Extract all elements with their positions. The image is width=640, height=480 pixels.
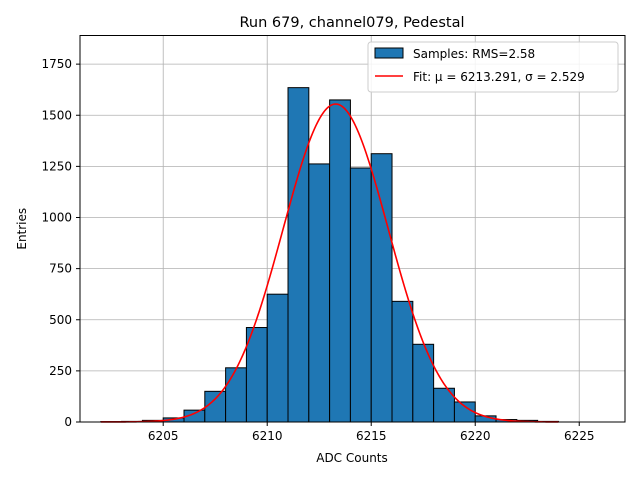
histogram-bar [349, 167, 372, 423]
histogram-bar [287, 87, 310, 423]
y-tick-label: 500 [49, 313, 72, 327]
y-tick-label: 1750 [41, 57, 72, 71]
y-tick-label: 1000 [41, 211, 72, 225]
legend-histogram-label: Samples: RMS=2.58 [413, 47, 535, 61]
y-axis-label: Entries [15, 208, 29, 250]
histogram-bar [391, 300, 414, 423]
y-tick-label: 0 [64, 415, 72, 429]
legend-histogram-swatch [374, 47, 404, 59]
y-tick-label: 1500 [41, 108, 72, 122]
plot-frame [79, 35, 626, 423]
y-tick-label: 250 [49, 364, 72, 378]
chart-title: Run 679, channel079, Pedestal [239, 15, 464, 31]
x-tick-label: 6220 [460, 429, 491, 443]
histogram-bar [245, 327, 268, 423]
histogram-bars [100, 87, 559, 423]
histogram-bar [204, 390, 227, 423]
y-axis-ticks: 0 250 500 750 1000 1250 1500 1750 [41, 57, 80, 429]
x-tick-label: 6215 [356, 429, 387, 443]
x-axis-ticks: 6205 6210 6215 6220 6225 [148, 422, 595, 443]
histogram-bar [266, 293, 289, 423]
y-tick-label: 1250 [41, 159, 72, 173]
histogram-bar [370, 153, 393, 423]
histogram-bar [412, 343, 435, 423]
histogram-bar [225, 367, 247, 423]
x-tick-label: 6205 [148, 429, 179, 443]
histogram-bar [308, 163, 331, 423]
histogram-bar [329, 99, 351, 423]
x-tick-label: 6225 [564, 429, 595, 443]
legend: Samples: RMS=2.58 Fit: μ = 6213.291, σ =… [367, 41, 619, 93]
x-axis-label: ADC Counts [316, 451, 388, 465]
x-tick-label: 6210 [252, 429, 283, 443]
y-tick-label: 750 [49, 262, 72, 276]
legend-fit-label: Fit: μ = 6213.291, σ = 2.529 [413, 70, 585, 84]
legend-box [367, 41, 619, 93]
fit-curve [100, 103, 559, 423]
histogram-bar [453, 401, 476, 423]
